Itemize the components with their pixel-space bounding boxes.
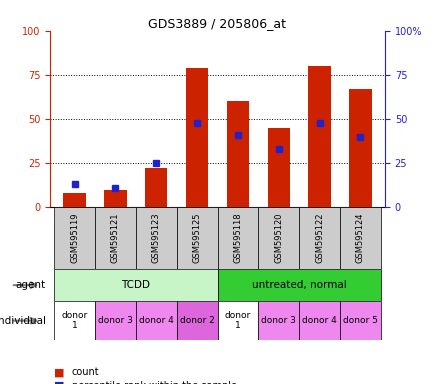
FancyBboxPatch shape [95,301,135,340]
FancyBboxPatch shape [135,207,176,269]
Text: TCDD: TCDD [121,280,150,290]
Bar [185,68,208,207]
FancyBboxPatch shape [299,207,339,269]
Text: GSM595119: GSM595119 [70,213,79,263]
FancyBboxPatch shape [258,301,299,340]
Title: GDS3889 / 205806_at: GDS3889 / 205806_at [148,17,286,30]
Text: percentile rank within the sample: percentile rank within the sample [72,381,236,384]
Text: ■: ■ [54,381,65,384]
Bar [63,193,85,207]
Text: count: count [72,367,99,377]
FancyBboxPatch shape [54,207,95,269]
Text: GSM595125: GSM595125 [192,213,201,263]
FancyBboxPatch shape [339,207,380,269]
Text: GSM595124: GSM595124 [355,213,364,263]
Bar [267,128,289,207]
FancyBboxPatch shape [217,269,380,301]
Text: GSM595118: GSM595118 [233,213,242,263]
FancyBboxPatch shape [217,207,258,269]
FancyBboxPatch shape [176,207,217,269]
FancyBboxPatch shape [258,207,299,269]
FancyBboxPatch shape [95,207,135,269]
Text: GSM595122: GSM595122 [314,213,323,263]
Text: untreated, normal: untreated, normal [251,280,346,290]
Bar [145,169,167,207]
Text: agent: agent [16,280,46,290]
FancyBboxPatch shape [339,301,380,340]
Bar [104,190,126,207]
Bar [308,66,330,207]
Text: donor 3: donor 3 [98,316,132,325]
FancyBboxPatch shape [176,301,217,340]
Text: donor 4: donor 4 [302,316,336,325]
FancyBboxPatch shape [217,301,258,340]
Text: ■: ■ [54,367,65,377]
Text: donor 3: donor 3 [261,316,296,325]
Text: donor 5: donor 5 [342,316,377,325]
Text: donor 4: donor 4 [138,316,173,325]
Bar [226,101,249,207]
FancyBboxPatch shape [54,269,217,301]
Text: donor
1: donor 1 [224,311,250,330]
FancyBboxPatch shape [54,301,95,340]
Text: GSM595121: GSM595121 [111,213,120,263]
Text: individual: individual [0,316,46,326]
Bar [349,89,371,207]
FancyBboxPatch shape [135,301,176,340]
Text: donor
1: donor 1 [61,311,88,330]
FancyBboxPatch shape [299,301,339,340]
Text: donor 2: donor 2 [179,316,214,325]
Text: GSM595123: GSM595123 [151,213,160,263]
Text: GSM595120: GSM595120 [274,213,283,263]
